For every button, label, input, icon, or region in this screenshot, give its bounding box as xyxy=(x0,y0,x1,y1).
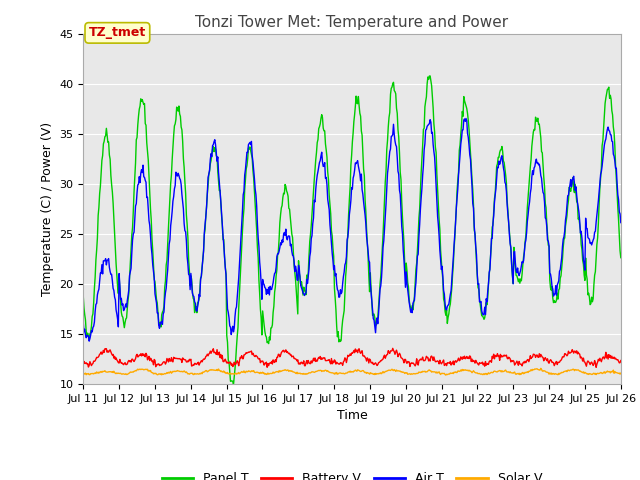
Air T xyxy=(462,116,470,121)
Battery V xyxy=(227,362,235,368)
X-axis label: Time: Time xyxy=(337,409,367,422)
Solar V xyxy=(79,370,87,376)
Panel T xyxy=(145,157,152,163)
Panel T xyxy=(230,382,237,388)
Battery V xyxy=(199,357,207,363)
Battery V xyxy=(389,346,397,351)
Line: Solar V: Solar V xyxy=(83,368,621,375)
Panel T xyxy=(426,73,434,79)
Panel T xyxy=(418,156,426,162)
Battery V xyxy=(617,358,625,363)
Panel T xyxy=(617,255,625,261)
Battery V xyxy=(418,356,426,362)
Air T xyxy=(90,324,97,329)
Air T xyxy=(145,218,153,224)
Solar V xyxy=(145,368,152,374)
Solar V xyxy=(89,371,97,376)
Air T xyxy=(434,214,442,219)
Panel T xyxy=(199,257,207,263)
Solar V xyxy=(537,365,545,371)
Solar V xyxy=(227,371,235,377)
Title: Tonzi Tower Met: Temperature and Power: Tonzi Tower Met: Temperature and Power xyxy=(195,15,509,30)
Battery V xyxy=(592,364,600,370)
Solar V xyxy=(199,369,207,375)
Battery V xyxy=(79,362,87,368)
Panel T xyxy=(79,292,87,298)
Air T xyxy=(228,327,236,333)
Legend: Panel T, Battery V, Air T, Solar V: Panel T, Battery V, Air T, Solar V xyxy=(157,468,547,480)
Line: Panel T: Panel T xyxy=(83,76,621,385)
Air T xyxy=(85,338,93,344)
Y-axis label: Temperature (C) / Power (V): Temperature (C) / Power (V) xyxy=(41,122,54,296)
Panel T xyxy=(89,311,97,317)
Battery V xyxy=(89,360,97,366)
Line: Battery V: Battery V xyxy=(83,348,621,367)
Battery V xyxy=(145,355,152,361)
Solar V xyxy=(617,370,625,376)
Panel T xyxy=(227,378,235,384)
Solar V xyxy=(442,372,450,378)
Air T xyxy=(79,319,87,324)
Text: TZ_tmet: TZ_tmet xyxy=(89,26,146,39)
Air T xyxy=(617,220,625,226)
Solar V xyxy=(417,369,425,375)
Air T xyxy=(200,248,207,254)
Solar V xyxy=(433,369,441,375)
Battery V xyxy=(434,358,442,364)
Air T xyxy=(418,186,426,192)
Panel T xyxy=(435,200,442,206)
Line: Air T: Air T xyxy=(83,119,621,341)
